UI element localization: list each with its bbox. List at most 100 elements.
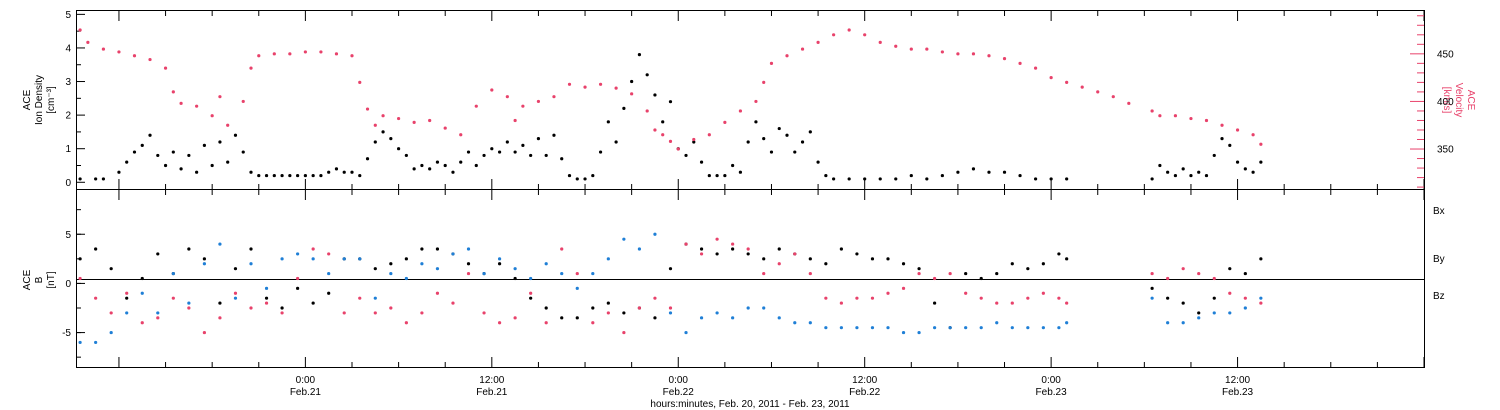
bx-point xyxy=(777,247,781,251)
bx-point xyxy=(933,301,937,305)
by-point xyxy=(762,306,766,310)
density-point xyxy=(327,170,331,174)
bx-point xyxy=(886,257,890,261)
magnetic-field-panel-frame xyxy=(76,189,1425,368)
density-point xyxy=(451,170,455,174)
density-point xyxy=(1235,160,1240,164)
density-point xyxy=(723,173,727,178)
velocity-point xyxy=(661,133,665,137)
velocity-point xyxy=(676,147,680,151)
density-axis-title-line2: Ion Density xyxy=(34,75,45,125)
density-point xyxy=(342,170,346,174)
by-point xyxy=(1010,326,1014,330)
bx-point xyxy=(1057,252,1061,256)
bx-point xyxy=(140,276,144,281)
velocity-point xyxy=(1259,142,1263,146)
bx-point xyxy=(1243,271,1247,276)
bz-point xyxy=(404,321,408,325)
bz-point xyxy=(948,271,952,276)
bx-point xyxy=(995,271,999,276)
bz-point xyxy=(995,301,999,305)
velocity-point xyxy=(179,101,183,105)
bz-point xyxy=(264,301,269,305)
density-point xyxy=(529,153,533,158)
bx-point xyxy=(94,247,98,251)
velocity-point xyxy=(1096,90,1100,94)
bz-point xyxy=(171,296,175,300)
bx-point xyxy=(653,316,657,320)
by-point xyxy=(1150,296,1154,300)
bx-point xyxy=(389,262,393,266)
by-point xyxy=(280,257,284,261)
bx-point xyxy=(1228,267,1232,271)
bz-point xyxy=(622,330,626,335)
density-point xyxy=(1150,177,1154,181)
density-point xyxy=(420,163,424,168)
velocity-point xyxy=(288,52,292,56)
density-point xyxy=(1018,173,1022,178)
bz-point xyxy=(513,316,517,320)
density-point xyxy=(583,177,587,181)
x-tick-date-label: Feb.21 xyxy=(290,387,322,398)
bz-point xyxy=(699,252,704,256)
density-point xyxy=(552,133,556,137)
bz-point xyxy=(808,271,812,276)
density-point xyxy=(195,170,199,174)
b-axis-title-line1: ACE xyxy=(22,269,33,290)
density-point xyxy=(397,147,401,151)
density-point xyxy=(428,167,432,171)
velocity-point xyxy=(878,40,882,45)
velocity-point xyxy=(1150,109,1154,113)
bz-point xyxy=(637,306,642,310)
by-point xyxy=(249,262,253,266)
velocity-point xyxy=(832,33,836,37)
by-point xyxy=(451,252,455,256)
density-point xyxy=(1189,173,1193,178)
velocity-point xyxy=(1065,80,1069,84)
by-point xyxy=(156,311,160,315)
by-point xyxy=(482,271,486,276)
velocity-point xyxy=(171,90,175,94)
velocity-point xyxy=(86,40,90,45)
by-point xyxy=(94,340,98,345)
bx-point xyxy=(249,247,253,251)
velocity-point xyxy=(443,126,447,130)
bx-point xyxy=(466,262,471,266)
density-point xyxy=(567,173,572,178)
density-point xyxy=(513,150,517,154)
density-point xyxy=(1002,170,1007,174)
density-point xyxy=(661,120,665,124)
velocity-point xyxy=(241,99,245,104)
bx-point xyxy=(1259,257,1263,261)
bz-point xyxy=(1150,271,1154,276)
bz-point xyxy=(1259,301,1263,305)
density-point xyxy=(257,173,261,178)
by-point xyxy=(1212,311,1216,315)
bz-point xyxy=(358,296,362,300)
bx-point xyxy=(1181,301,1185,305)
density-point xyxy=(226,160,230,164)
bz-point xyxy=(156,316,160,320)
density-point xyxy=(1173,173,1178,178)
by-point xyxy=(311,257,315,261)
x-tick-label: 12:00 xyxy=(479,375,504,386)
bx-point xyxy=(187,247,191,251)
bz-point xyxy=(1065,301,1069,305)
b-axis-title-line2: B xyxy=(34,276,45,283)
bz-point xyxy=(653,296,657,300)
velocity-point xyxy=(598,82,603,86)
bx-point xyxy=(731,247,735,251)
density-point xyxy=(536,137,541,141)
by-point xyxy=(420,262,424,266)
x-tick-label: 0:00 xyxy=(296,375,316,386)
b-y-tick-label: 5 xyxy=(65,230,71,241)
bz-point xyxy=(544,321,548,325)
bz-point xyxy=(1166,276,1170,281)
density-axis-title: ACE Ion Density [cm⁻³] xyxy=(22,75,57,125)
b-y-tick-label: -5 xyxy=(62,328,71,339)
velocity-y-tick-label: 400 xyxy=(1437,97,1454,108)
density-point xyxy=(140,143,144,147)
density-point xyxy=(832,177,836,181)
by-point xyxy=(358,257,362,261)
by-point xyxy=(202,262,206,266)
